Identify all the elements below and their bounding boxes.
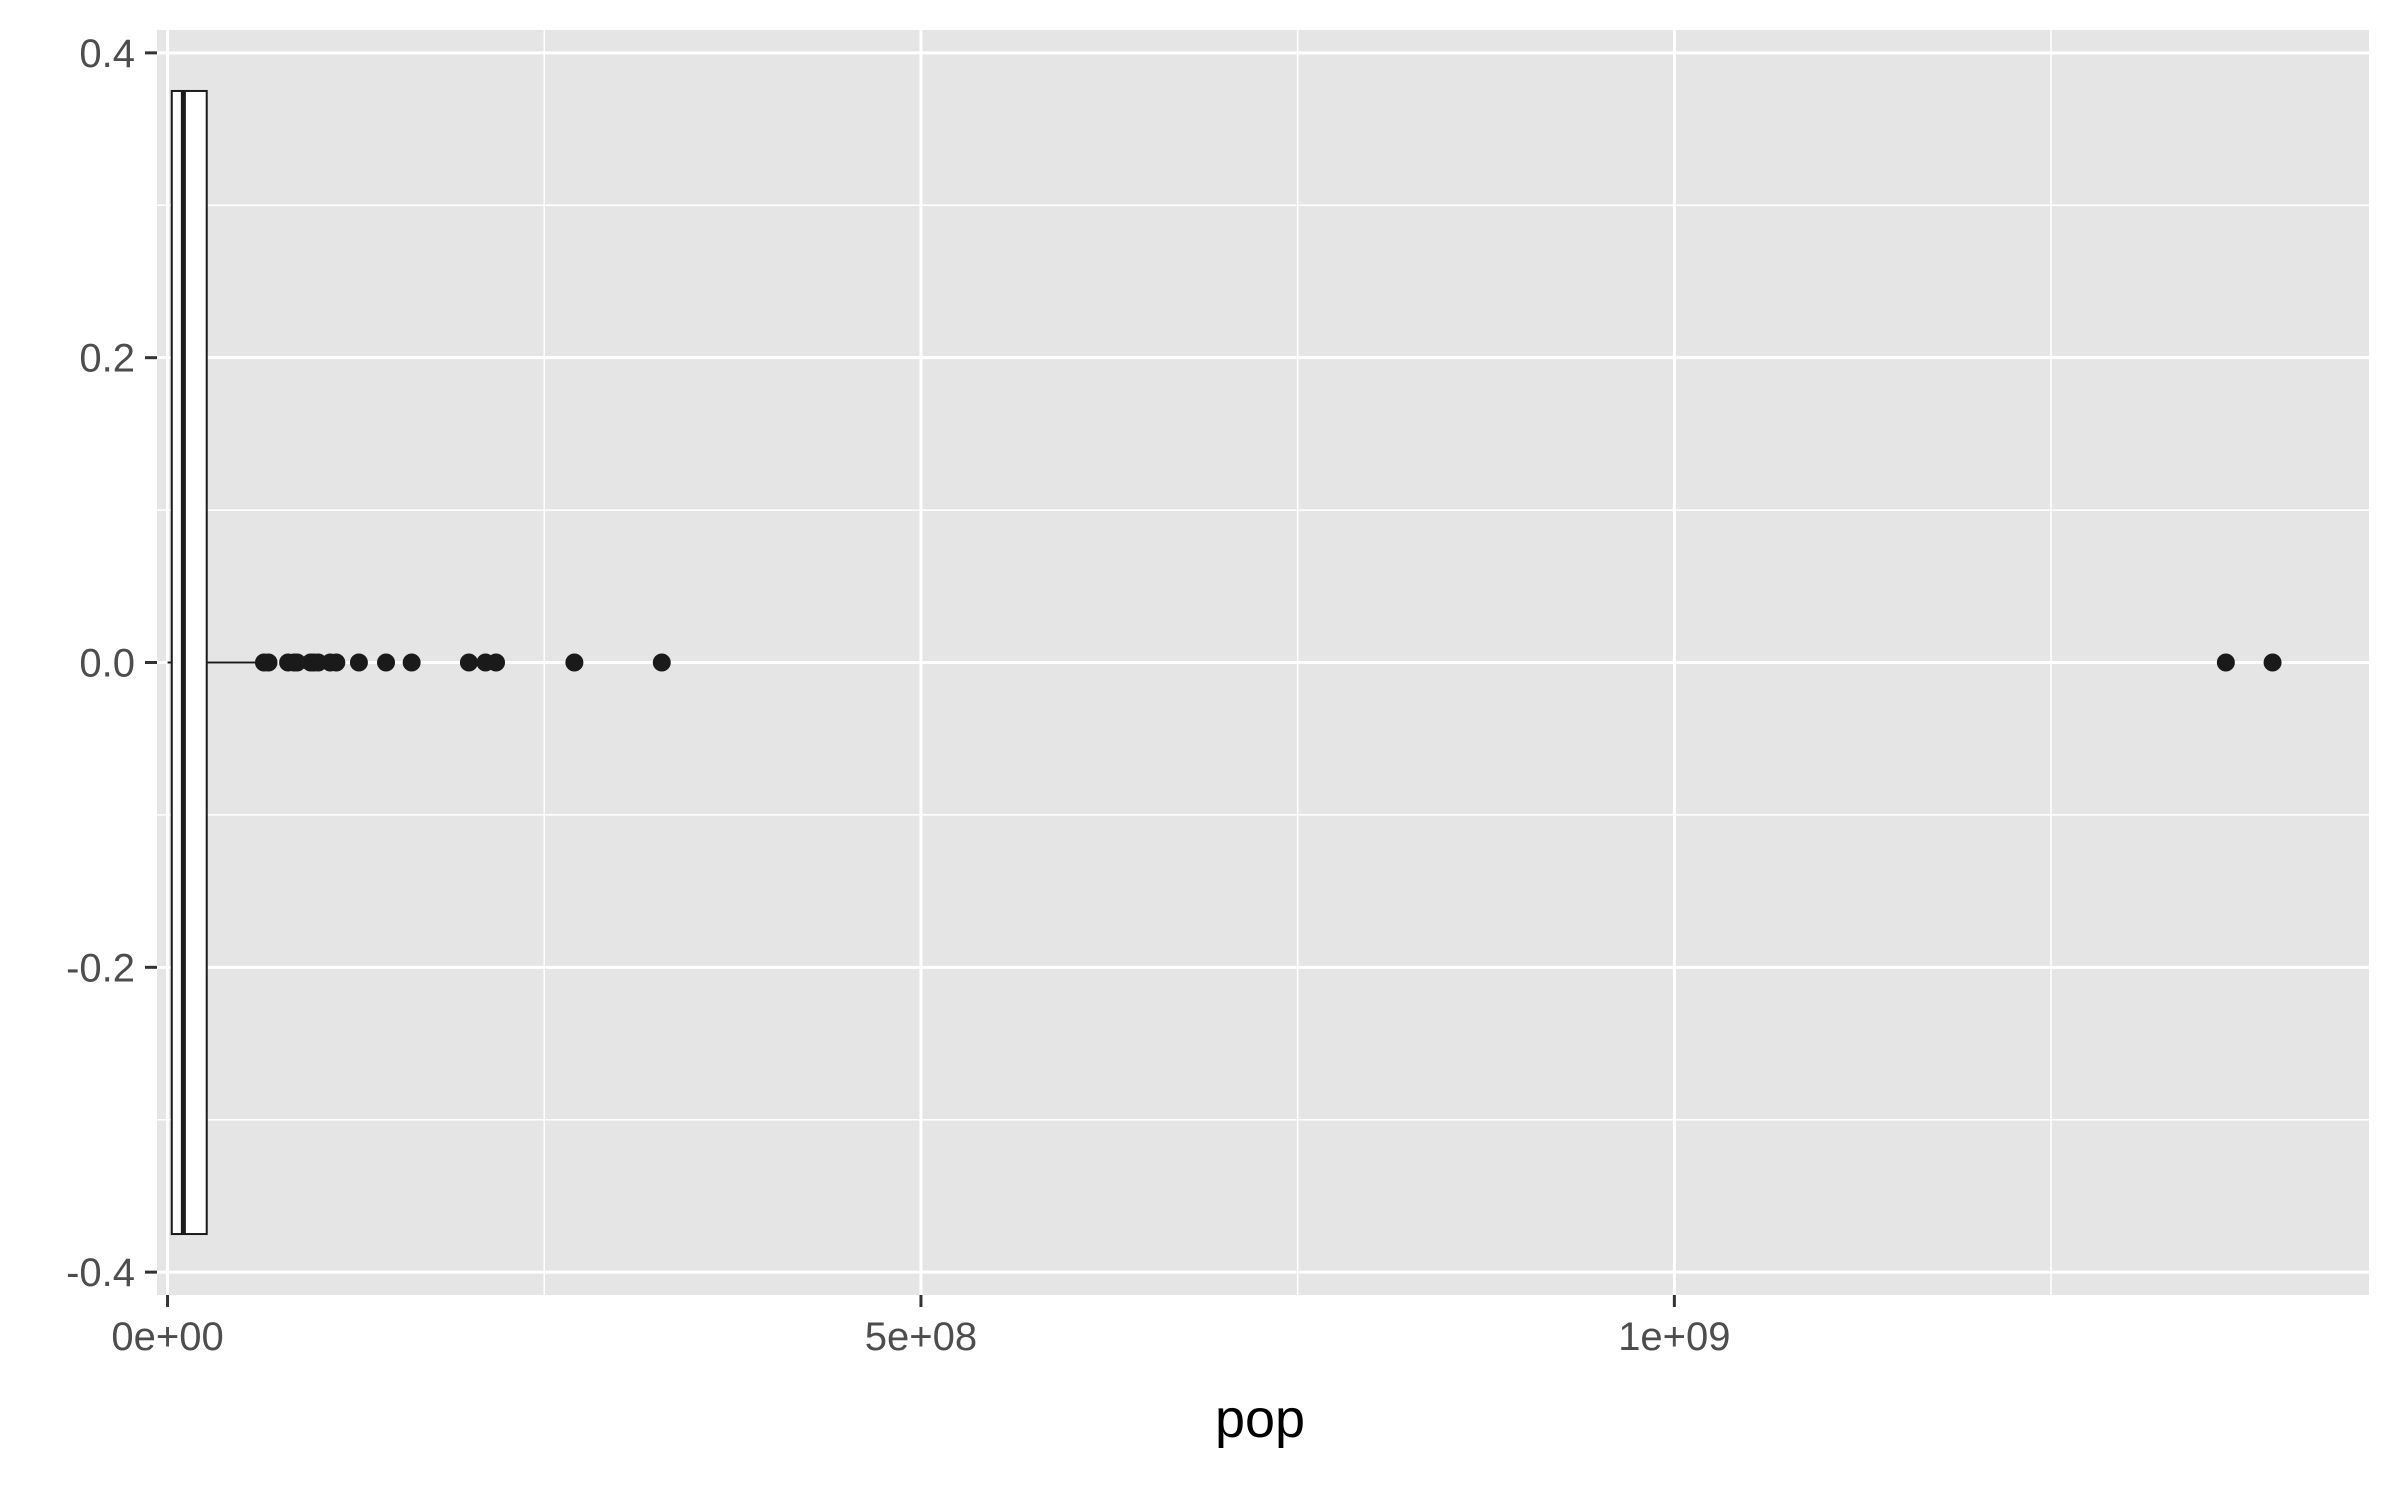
box-iqr [170,89,208,1236]
box-layer [167,89,260,1236]
outlier-point [349,653,368,672]
y-tick-label: 0.4 [79,32,135,76]
x-tick-label: 5e+08 [865,1315,977,1359]
outlier-point [565,653,584,672]
outlier-point [652,653,671,672]
outlier-point [377,653,396,672]
outlier-point [327,653,346,672]
outlier-point [288,653,307,672]
y-tick-label: 0.0 [79,642,135,686]
y-tick-label: 0.2 [79,337,135,381]
outlier-point [259,653,278,672]
outlier-point [2263,653,2282,672]
outlier-points [254,653,2282,672]
x-tick-label: 1e+09 [1618,1315,1730,1359]
y-tick-label: -0.2 [66,946,135,990]
major-gridlines [157,30,2369,1295]
outlier-point [487,653,506,672]
x-tick-label: 0e+00 [111,1315,223,1359]
outlier-point [459,653,478,672]
outlier-point [402,653,421,672]
axes: 0e+00 5e+08 1e+09 0.4 0.2 0.0 -0.2 -0.4 [66,32,1730,1359]
y-tick-label: -0.4 [66,1251,135,1295]
outlier-point [2216,653,2235,672]
x-axis-title: pop [1215,1389,1305,1449]
